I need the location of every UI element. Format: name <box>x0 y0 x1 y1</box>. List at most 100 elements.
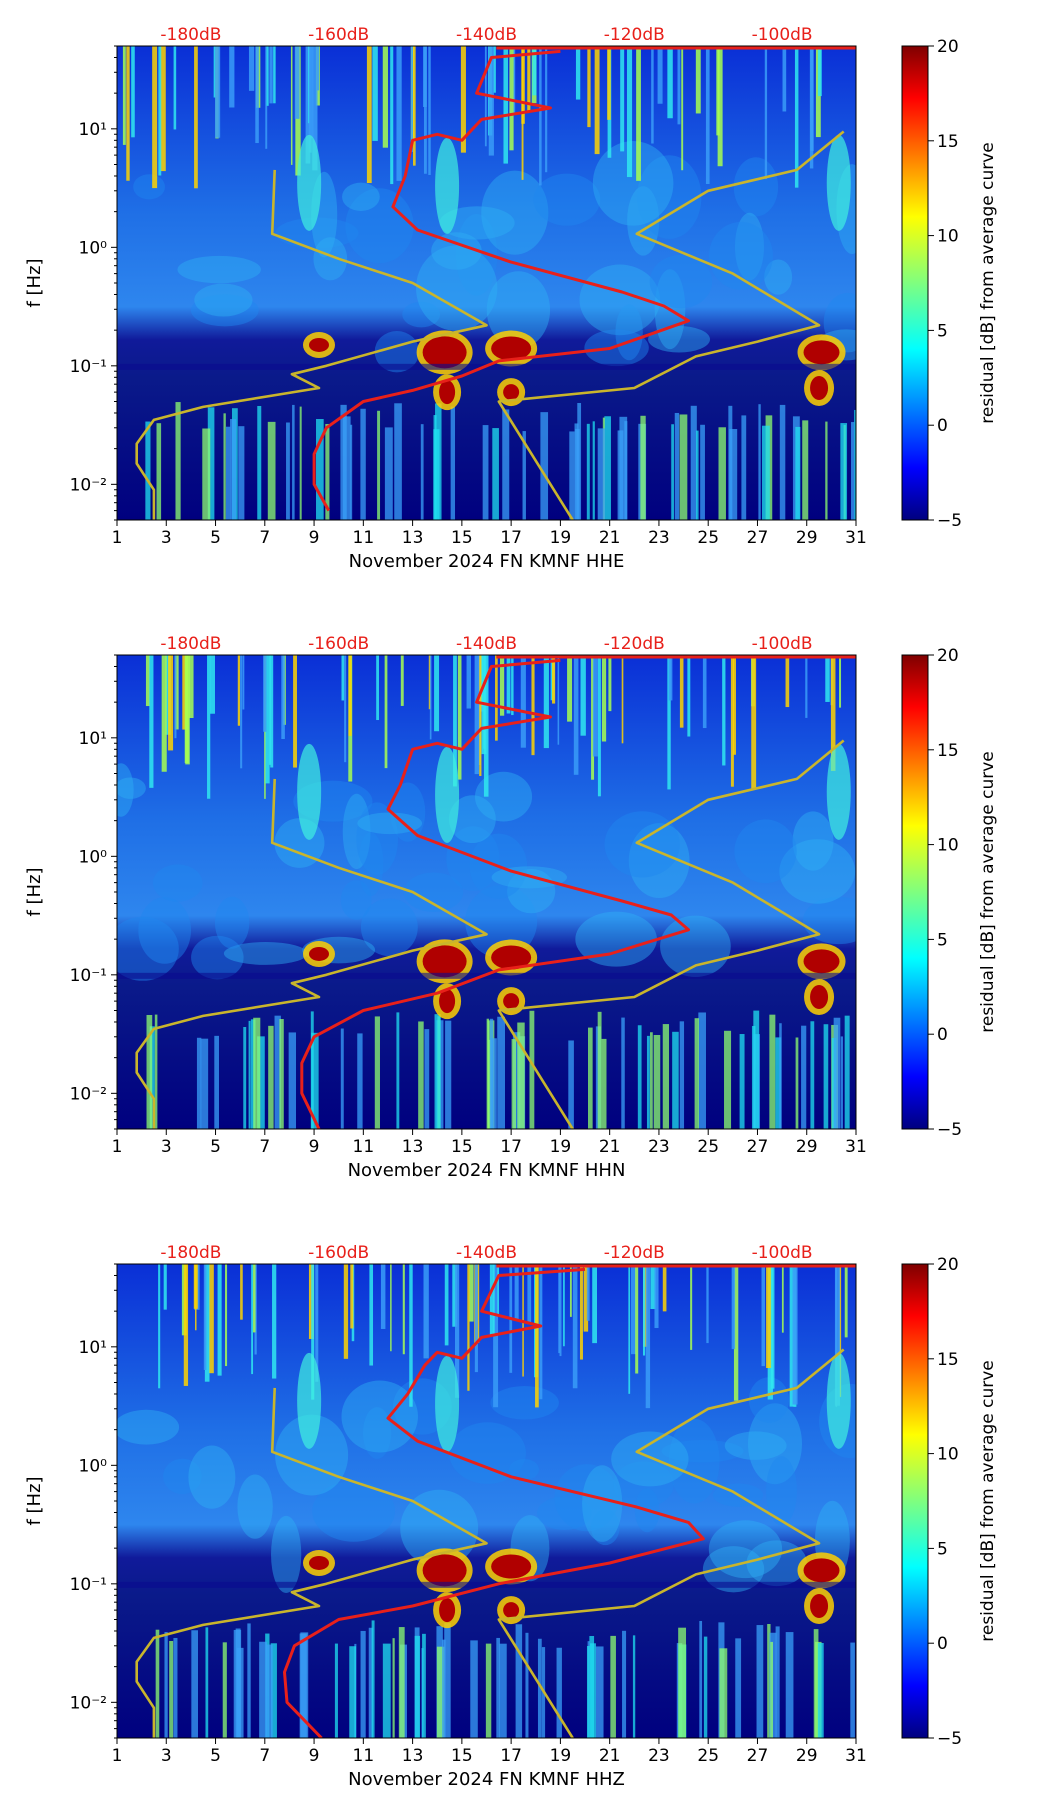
spectrogram-blob <box>702 1546 765 1593</box>
spectrogram-blob <box>340 880 372 920</box>
spectrogram-streak <box>601 655 607 742</box>
spectrogram-streak <box>158 1264 161 1389</box>
spectrogram-streak <box>311 1264 315 1400</box>
spectrogram-streak <box>184 655 189 764</box>
spectrogram-streak <box>396 1012 400 1129</box>
colorbar-tick-label: 10 <box>937 836 959 856</box>
noise-model-curve <box>135 1387 488 1738</box>
spectrogram-blob <box>591 1509 620 1546</box>
hotspot <box>503 384 520 401</box>
x-tick-label: 25 <box>697 1137 719 1157</box>
spectrogram-streak <box>360 1630 366 1738</box>
spectrogram-blob <box>615 304 643 361</box>
average-curve <box>283 1267 705 1738</box>
panel-2: 1 3 5 7 9 11 13 15 17 19 21 23 25 27 29 3110⁻²10⁻¹10⁰10… <box>24 634 998 1181</box>
spectrogram-streak <box>390 46 394 185</box>
spectrogram-streak <box>785 655 790 708</box>
spectrogram-streak <box>522 431 526 520</box>
spectrogram-blob <box>465 885 538 959</box>
spectrogram-streak <box>169 1640 174 1738</box>
spectrogram-blob <box>575 911 657 967</box>
x-axis-label: November 2024 FN KMNF HHE <box>349 551 625 572</box>
spectrogram-blob <box>668 1418 720 1504</box>
spectrogram-streak <box>460 46 466 153</box>
x-tick-label: 15 <box>451 528 473 548</box>
spectrogram-streak <box>392 1638 395 1738</box>
spectrogram-streak <box>496 1637 501 1738</box>
spectrogram-streak <box>779 1023 782 1129</box>
y-tick-label: 10¹ <box>79 729 107 749</box>
spectrogram-blob <box>708 1520 783 1579</box>
spectrogram-streak <box>572 1264 578 1389</box>
y-tick-label: 10⁻¹ <box>70 357 107 377</box>
x-tick-label: 9 <box>309 1137 320 1157</box>
spectrogram-streak <box>840 1036 843 1129</box>
spectrogram-streak <box>809 46 814 169</box>
spectrogram-streak <box>653 1034 661 1129</box>
spectrogram-streak <box>690 405 697 520</box>
spectrogram-streak <box>535 1264 539 1408</box>
spectrogram-streak <box>420 424 424 520</box>
spectrogram-streak <box>368 1627 373 1738</box>
spectrogram-streak <box>586 1264 590 1321</box>
spectrogram-streak <box>580 655 586 736</box>
spectrogram-streak <box>174 655 177 739</box>
x-tick-label: 17 <box>500 1137 522 1157</box>
spectrogram-streak <box>238 426 245 520</box>
spectrogram-streak <box>164 1631 168 1738</box>
spectrogram-blob <box>275 1414 349 1496</box>
spectrogram-streak <box>574 423 579 520</box>
spectrogram-streak <box>592 655 598 757</box>
spectrogram-streak <box>215 46 221 138</box>
spectrogram-streak <box>567 655 573 722</box>
hotspot <box>491 1554 532 1579</box>
spectrogram-blob <box>341 1380 418 1453</box>
spectrogram-blob <box>748 1377 790 1423</box>
spectrogram-streak <box>497 1016 506 1129</box>
top-db-label: -180dB <box>160 1243 221 1263</box>
x-tick-label: 25 <box>697 528 719 548</box>
spectrogram-streak <box>263 655 267 732</box>
spectrogram-streak <box>690 1264 693 1350</box>
top-db-label: -160dB <box>308 25 369 45</box>
spectrogram-blob <box>117 777 146 799</box>
x-tick-label: 11 <box>353 528 375 548</box>
spectrogram-streak <box>573 655 579 775</box>
spectrogram-streak <box>854 409 856 520</box>
spectrogram-streak <box>372 46 378 141</box>
spectrogram-streak <box>265 46 268 149</box>
spectrogram-streak <box>672 1031 679 1129</box>
spectrogram-streak <box>610 1635 616 1738</box>
x-tick-label: 17 <box>500 1746 522 1766</box>
spectrogram-streak <box>454 1264 460 1398</box>
spectrogram-streak <box>818 46 822 97</box>
hotspot <box>308 1555 329 1570</box>
spectrogram-streak <box>155 1629 160 1738</box>
spectrogram-blob <box>117 916 179 981</box>
spectrogram-streak <box>716 46 720 136</box>
spectrogram-streak <box>267 421 276 520</box>
spectrogram-streak <box>823 1024 829 1129</box>
hotspot <box>491 336 532 361</box>
spectrogram-streak <box>698 1012 706 1129</box>
spectrogram-blob <box>223 942 308 965</box>
spectrogram-band <box>297 743 322 840</box>
colorbar-gradient <box>901 654 929 1130</box>
spectrogram-streak <box>348 655 352 736</box>
spectrogram-streak <box>485 1643 492 1738</box>
spectrogram-streak <box>488 46 494 156</box>
x-axis-label: November 2024 FN KMNF HHN <box>348 1160 626 1181</box>
spectrogram-streak <box>631 1264 637 1355</box>
spectrogram-streak <box>499 655 505 716</box>
spectrogram-streak <box>376 655 379 721</box>
spectrogram-blob <box>509 1458 540 1481</box>
spectrogram-streak <box>552 655 556 704</box>
spectrogram-streak <box>495 655 498 741</box>
spectrogram-streak <box>700 424 705 520</box>
spectrogram-streak <box>254 1264 257 1355</box>
spectrogram-blob <box>271 1515 302 1593</box>
spectrogram-blob <box>449 1422 526 1484</box>
spectrogram-streak <box>209 655 215 714</box>
spectrogram-streak <box>382 1643 391 1738</box>
x-tick-label: 15 <box>451 1746 473 1766</box>
